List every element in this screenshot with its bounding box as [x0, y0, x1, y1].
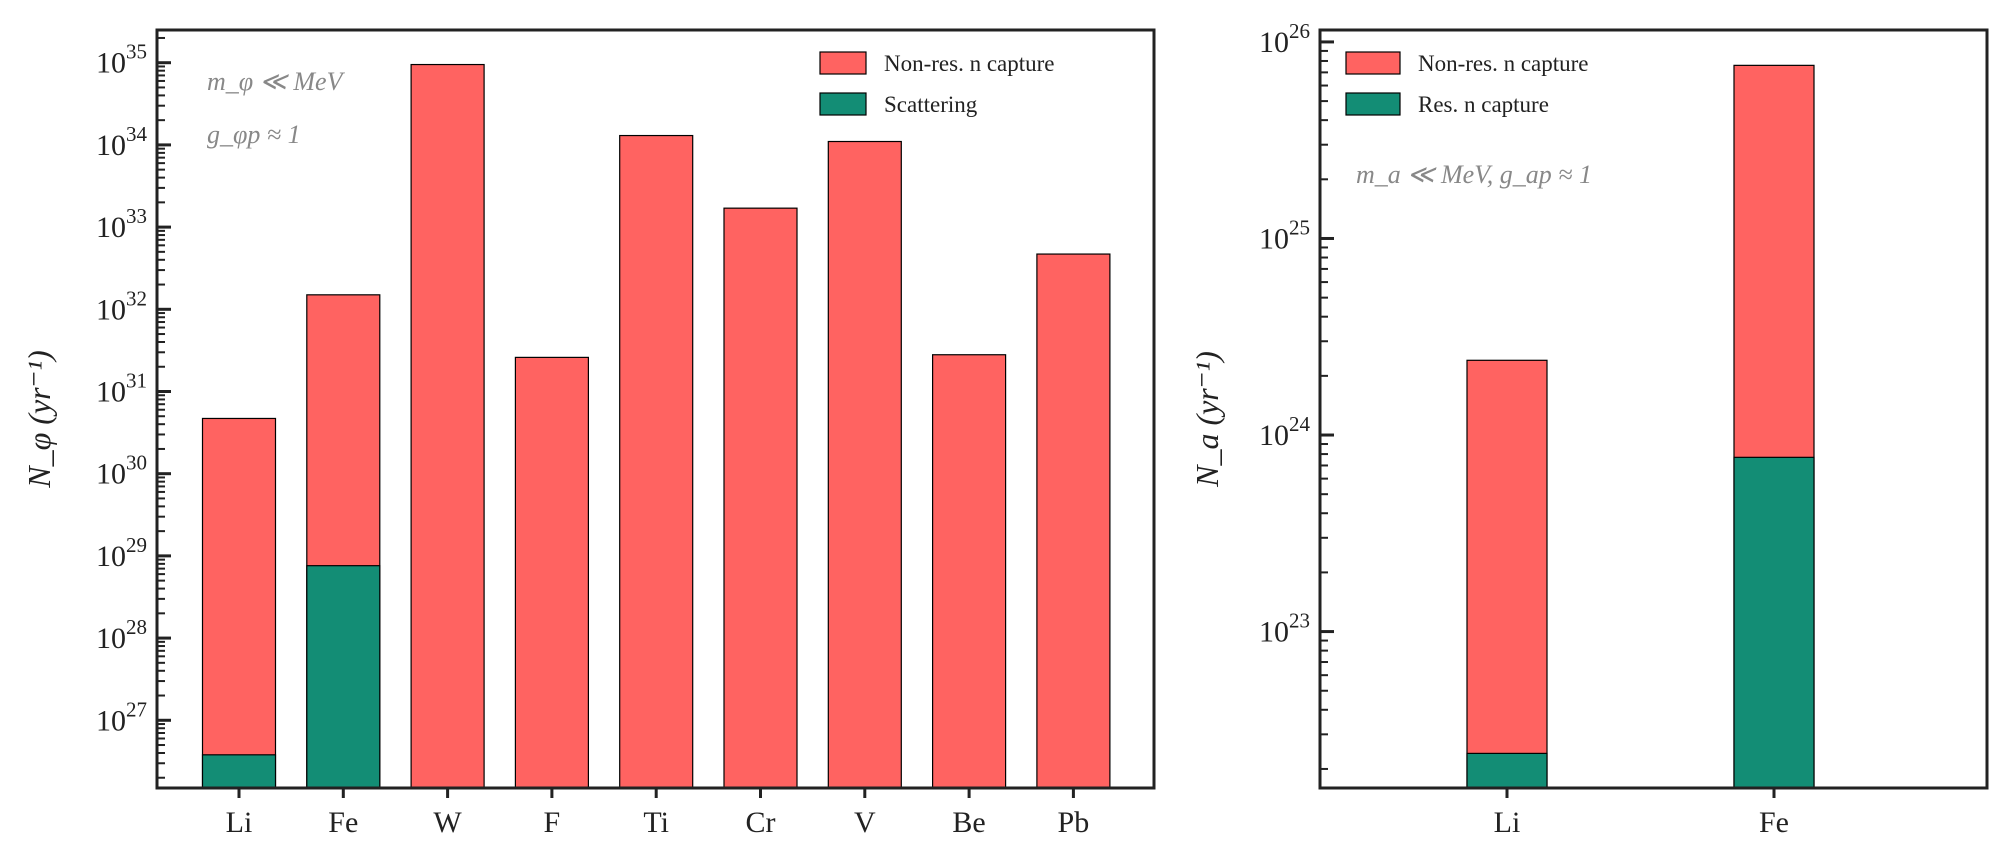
x-tick-label-fe: Fe [1759, 806, 1789, 839]
plot-frame [1318, 28, 1989, 790]
legend-label-1: Non-res. n capture [884, 51, 1055, 76]
y-tick-label-1e30: 1030 [96, 451, 147, 491]
x-tick-label-be: Be [952, 806, 985, 839]
legend-swatch-2 [1345, 92, 1401, 116]
y-axis-label-left: N_φ (yr⁻¹) [21, 350, 57, 489]
legend-swatch-2 [819, 92, 867, 116]
y-tick-label-1e26: 1026 [1259, 19, 1310, 59]
bar-cr-series-1 [723, 207, 798, 789]
y-tick-label-1e28: 1028 [96, 615, 147, 655]
bar-w-series-1 [410, 63, 485, 789]
x-tick-label-li: Li [1494, 806, 1521, 839]
chart-panel-1: 1027 1028 1029 1030 1031 1032 1033 1034 1035 Li Fe… [96, 28, 1156, 839]
x-tick-label-v: V [854, 806, 876, 839]
bar-ti-series-1 [619, 134, 694, 789]
y-tick-label-1e27: 1027 [96, 697, 147, 737]
bar-li-series-1 [1466, 359, 1548, 789]
legend-swatch-1 [1345, 51, 1401, 75]
bar-be-series-1 [931, 354, 1007, 789]
bar-v-series-1 [827, 140, 902, 789]
y-tick-label-1e33: 1033 [96, 204, 147, 244]
y-tick-label-1e23: 1023 [1259, 609, 1310, 649]
bar-fe-series-2 [306, 565, 381, 789]
y-tick-label-1e24: 1024 [1259, 412, 1311, 452]
x-tick-label-pb: Pb [1058, 806, 1090, 839]
y-tick-label-1e25: 1025 [1259, 215, 1310, 255]
y-tick-label-1e32: 1032 [96, 286, 147, 326]
x-tick-label-f: F [544, 806, 561, 839]
x-tick-label-w: W [433, 806, 462, 839]
y-tick-label-1e34: 1034 [96, 122, 148, 162]
x-tick-label-ti: Ti [643, 806, 669, 839]
bar-fe-series-2 [1733, 456, 1815, 789]
annotation-1: m_a ≪ MeV, g_ap ≈ 1 [1356, 160, 1592, 189]
bar-li-series-2 [201, 754, 277, 789]
annotation-2: g_φp ≈ 1 [207, 120, 301, 149]
chart-panel-2: 1023 1024 1025 1026 Li Fe Non-res. n capture Re… [1259, 19, 1989, 839]
y-tick-label-1e31: 1031 [96, 368, 147, 408]
x-tick-label-cr: Cr [746, 806, 776, 839]
legend-label-1: Non-res. n capture [1418, 51, 1589, 76]
legend-swatch-1 [819, 51, 867, 75]
legend-label-2: Res. n capture [1418, 92, 1549, 117]
bar-f-series-1 [514, 356, 590, 789]
y-tick-label-1e35: 1035 [96, 40, 147, 80]
bar-pb-series-1 [1036, 253, 1111, 789]
legend-label-2: Scattering [884, 92, 978, 117]
annotation-1: m_φ ≪ MeV [207, 67, 346, 96]
x-tick-label-fe: Fe [328, 806, 358, 839]
bar-li-series-1 [201, 417, 277, 789]
x-tick-label-li: Li [226, 806, 253, 839]
y-tick-label-1e29: 1029 [96, 533, 147, 573]
y-axis-label-right: N_a (yr⁻¹) [1189, 351, 1225, 488]
bar-li-series-2 [1466, 752, 1548, 789]
